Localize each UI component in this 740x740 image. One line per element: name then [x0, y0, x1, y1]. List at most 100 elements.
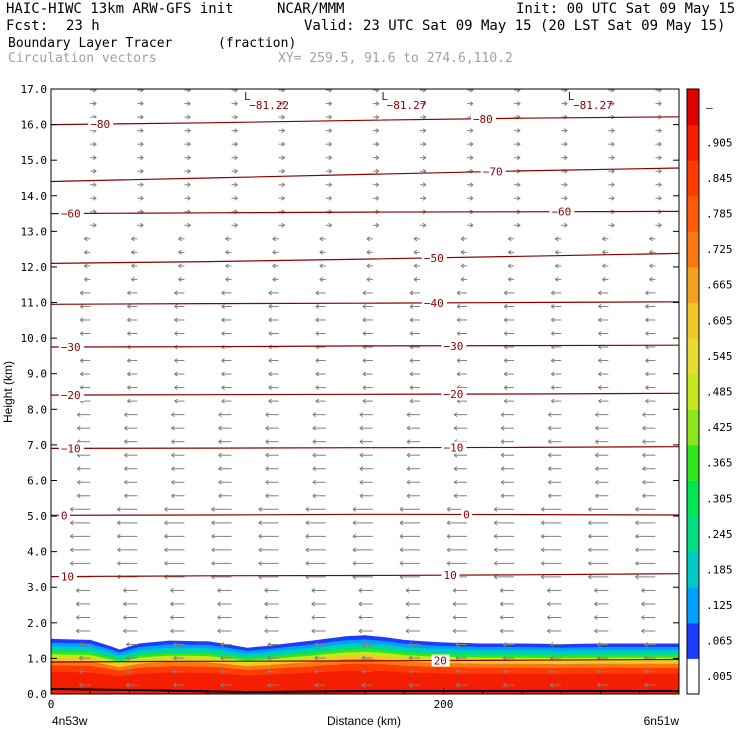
- vector-head: [69, 560, 74, 566]
- vector-head: [645, 371, 649, 377]
- vector-head: [602, 249, 606, 255]
- vector-head: [225, 249, 229, 255]
- vector-head: [456, 304, 461, 309]
- vector-head: [358, 615, 363, 620]
- vector-head: [171, 493, 175, 499]
- vector-head: [645, 385, 649, 391]
- contour-label-bg: [549, 205, 575, 218]
- colorbar-segment: [687, 622, 699, 659]
- vector-head: [217, 628, 221, 634]
- vector-head: [597, 642, 601, 647]
- vector-head: [611, 141, 615, 147]
- org-label: NCAR/MMM: [277, 1, 345, 17]
- contour-line: [51, 513, 679, 516]
- vector-head: [366, 276, 371, 282]
- vector-head: [359, 439, 364, 445]
- contour-label: −50: [424, 252, 444, 265]
- temperature-minima: L−81.22L−81.27L−81.27: [244, 90, 613, 112]
- minimum-value: −81.27: [387, 99, 427, 112]
- vector-head: [422, 101, 427, 107]
- vector-head: [658, 182, 662, 188]
- vector-head: [211, 547, 215, 553]
- vector-head: [69, 520, 74, 526]
- vector-head: [500, 412, 505, 418]
- vector-head: [92, 168, 97, 174]
- vector-head: [550, 331, 555, 336]
- vector-head: [75, 615, 80, 620]
- colorbar-label: .425: [706, 421, 733, 434]
- vector-head: [595, 439, 599, 445]
- contour-label: −20: [61, 389, 81, 402]
- vector-head: [547, 412, 552, 418]
- vector-head: [658, 168, 662, 174]
- contour-line: [51, 167, 679, 183]
- vector-head: [76, 412, 81, 418]
- vector-head: [164, 560, 168, 566]
- vector-head: [375, 101, 380, 107]
- circulation-vectors: [69, 89, 662, 688]
- vector-head: [408, 682, 413, 688]
- vector-head: [265, 425, 269, 431]
- vector-head: [319, 236, 324, 242]
- vector-head: [469, 141, 474, 147]
- vector-head: [460, 249, 465, 255]
- vector-head: [588, 520, 592, 526]
- vector-head: [362, 398, 367, 404]
- vector-head: [563, 101, 568, 107]
- field-units: (fraction): [218, 36, 297, 51]
- vector-head: [642, 493, 646, 499]
- vector-head: [563, 128, 568, 134]
- vector-head: [362, 331, 367, 336]
- vector-head: [502, 669, 507, 674]
- vector-head: [170, 588, 174, 593]
- vector-head: [92, 101, 97, 107]
- vector-head: [453, 466, 458, 472]
- vector-head: [92, 141, 97, 147]
- vector-head: [218, 439, 222, 445]
- vector-head: [312, 452, 317, 458]
- vector-head: [375, 141, 380, 147]
- vector-head: [602, 236, 606, 242]
- axes: 0.0 1.0 2.0 3.0 4.0 5.0 6.0 7.0 8.0 9.0 10.0 11.0 12…: [21, 83, 679, 711]
- vector-head: [361, 655, 366, 661]
- vector-head: [602, 276, 606, 282]
- vector-head: [268, 304, 272, 309]
- vector-head: [312, 425, 317, 431]
- contour-label-bg: [441, 569, 460, 582]
- colorbar-label: .665: [706, 279, 733, 292]
- minimum-value: −81.22: [249, 99, 289, 112]
- vector-head: [358, 628, 363, 634]
- vector-head: [361, 682, 366, 688]
- vector-head: [315, 385, 320, 391]
- colorbar-label: .245: [706, 528, 733, 541]
- vector-head: [127, 290, 131, 296]
- vector-head: [174, 385, 178, 391]
- vector-head: [595, 412, 599, 418]
- colorbar-segment: [687, 195, 699, 232]
- vector-head: [315, 358, 320, 363]
- right-endpoint-label: 6n51w: [644, 714, 680, 728]
- vector-head: [83, 236, 88, 242]
- vector-head: [79, 331, 84, 336]
- vector-head: [409, 304, 414, 309]
- vector-head: [76, 479, 81, 485]
- vector-head: [234, 195, 238, 201]
- vector-head: [359, 479, 364, 485]
- y-tick-label: 17.0: [21, 83, 48, 96]
- vector-head: [174, 331, 178, 336]
- vector-head: [399, 533, 404, 539]
- contour-line: [51, 116, 679, 126]
- vector-head: [312, 412, 317, 418]
- vector-head: [164, 547, 168, 553]
- contour-label-bg: [58, 442, 84, 455]
- vector-head: [264, 615, 268, 620]
- y-tick-label: 9.0: [27, 368, 47, 381]
- vector-head: [76, 466, 81, 472]
- vector-head: [131, 263, 135, 269]
- y-tick-label: 2.0: [27, 617, 47, 630]
- vector-head: [658, 101, 662, 107]
- vector-head: [187, 114, 191, 120]
- vector-head: [554, 263, 559, 269]
- y-tick-label: 3.0: [27, 581, 47, 594]
- vector-head: [358, 601, 363, 607]
